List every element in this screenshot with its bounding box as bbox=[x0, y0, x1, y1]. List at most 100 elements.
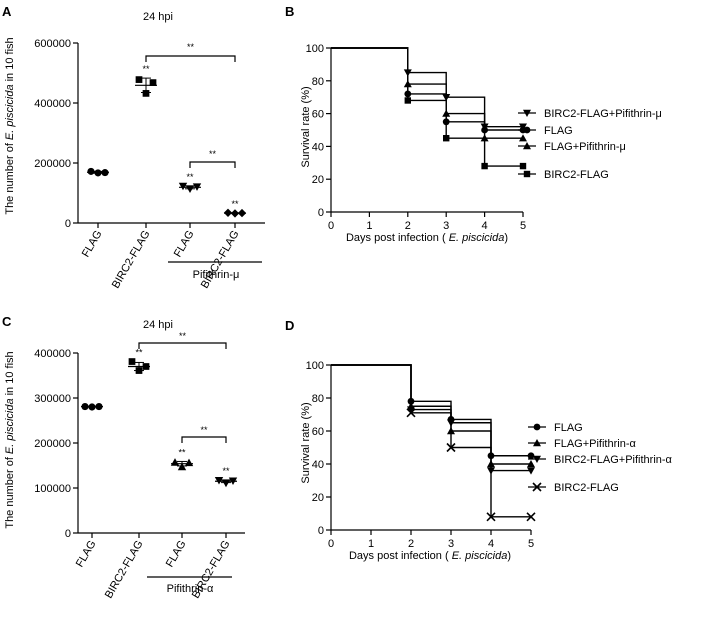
panel-c-sig-label: ** bbox=[178, 447, 186, 457]
panel-b-survival-line bbox=[331, 47, 523, 131]
panel-c-group-label: Pifithrin-α bbox=[167, 583, 214, 595]
panel-d-data-point bbox=[406, 408, 416, 418]
panel-a-ytick-label: 400000 bbox=[34, 98, 71, 110]
panel-c-ytick-label: 100000 bbox=[34, 483, 71, 495]
panel-c-data-point bbox=[177, 462, 187, 471]
panel-c-comparison-bracket bbox=[138, 342, 227, 349]
panel-a-ytick-label: 0 bbox=[65, 218, 71, 230]
panel-a-xtick-label: BIRC2-FLAG bbox=[199, 229, 242, 291]
panel-d-ytick-label: 80 bbox=[312, 393, 324, 405]
panel-d-xlabel: Days post infection ( E. piscicida) bbox=[349, 550, 511, 562]
panel-c-sig-label: ** bbox=[135, 348, 143, 358]
panel-c-xtick-label: BIRC2-FLAG bbox=[103, 539, 146, 601]
panel-c-data-point bbox=[184, 458, 194, 467]
panel-d-data-point bbox=[446, 442, 456, 453]
panel-b-ytick-label: 20 bbox=[312, 174, 324, 186]
panel-d-data-point bbox=[486, 512, 496, 522]
panel-d-legend-label: FLAG+Pifithrin-α bbox=[554, 438, 636, 450]
panel-c-data-point bbox=[214, 476, 224, 485]
panel-a-sig-label: ** bbox=[186, 172, 194, 182]
panel-d-ytick-label: 20 bbox=[312, 492, 324, 504]
panel-c-xtick-label: FLAG bbox=[164, 539, 189, 570]
panel-c-title: 24 hpi bbox=[143, 319, 173, 331]
panel-b-survival-line bbox=[331, 47, 523, 167]
panel-b-data-point bbox=[443, 135, 450, 142]
panel-d-survival-line bbox=[331, 364, 531, 518]
panel-a-data-point bbox=[87, 167, 95, 175]
panel-b-ylabel: Survival rate (%) bbox=[300, 86, 312, 167]
panel-a-data-point bbox=[142, 90, 150, 97]
panel-b-data-point bbox=[519, 134, 527, 142]
panel-b-legend-marker bbox=[523, 126, 531, 134]
panel-c-letter: C bbox=[2, 314, 12, 329]
panel-a-group-label: Pifithrin-μ bbox=[193, 269, 240, 281]
panel-d-xtick-label: 2 bbox=[408, 538, 414, 550]
panel-a-comparison-bracket bbox=[189, 161, 236, 168]
panel-a-ylabel: The number of E. piscicida in 10 fish bbox=[4, 37, 16, 214]
panel-d-data-point bbox=[527, 452, 535, 460]
panel-c-ytick-label: 400000 bbox=[34, 348, 71, 360]
panel-d-data-point bbox=[527, 460, 535, 468]
panel-b-legend-marker bbox=[523, 142, 531, 150]
panel-a-data-point bbox=[230, 209, 240, 218]
panel-d-survival-line bbox=[331, 364, 531, 465]
panel-a-data-point bbox=[135, 76, 143, 83]
panel-b-data-point bbox=[481, 162, 488, 170]
panel-a-data-point bbox=[185, 185, 195, 193]
panel-c-data-point bbox=[135, 367, 143, 374]
panel-a-data-point bbox=[101, 169, 109, 177]
panel-c-data-point bbox=[128, 358, 136, 365]
panel-a-data-point bbox=[149, 79, 157, 86]
panel-b-ytick-label: 80 bbox=[312, 76, 324, 88]
panel-a-ytick-label: 600000 bbox=[34, 38, 71, 50]
panel-d-legend-label: FLAG bbox=[554, 422, 583, 434]
panel-d-ytick-label: 60 bbox=[312, 426, 324, 438]
panel-a-data-point bbox=[178, 182, 188, 191]
panel-a-comparison-label: ** bbox=[209, 149, 217, 159]
panel-b-ytick-label: 0 bbox=[318, 207, 324, 219]
panel-b-xtick-label: 3 bbox=[443, 220, 449, 232]
panel-d-data-point bbox=[527, 467, 535, 475]
panel-b-xtick-label: 5 bbox=[520, 220, 526, 232]
panel-c-comparison-label: ** bbox=[179, 331, 187, 341]
panel-b-xtick-label: 0 bbox=[328, 220, 334, 232]
panel-a-data-point bbox=[192, 183, 202, 191]
panel-a-data-point bbox=[237, 208, 247, 218]
panel-d-ytick-label: 40 bbox=[312, 459, 324, 471]
panel-d-ytick-label: 0 bbox=[318, 525, 324, 537]
panel-a-sig-label: ** bbox=[142, 64, 150, 74]
panel-c-data-point bbox=[221, 479, 231, 488]
panel-d-legend-marker bbox=[533, 439, 541, 447]
panel-c-data-point bbox=[95, 402, 103, 411]
panel-a-xtick-label: FLAG bbox=[172, 229, 197, 260]
panel-b-survival-line bbox=[331, 47, 523, 139]
panel-a-ytick-label: 200000 bbox=[34, 158, 71, 170]
panel-a-comparison-bracket bbox=[145, 55, 236, 62]
panel-b-survival-line bbox=[331, 47, 523, 128]
panel-a-comparison-label: ** bbox=[187, 42, 195, 52]
panel-c-ylabel: The number of E. piscicida in 10 fish bbox=[4, 351, 16, 528]
panel-b-letter: B bbox=[285, 4, 294, 19]
panel-b-legend-marker bbox=[523, 109, 531, 117]
panel-d-legend-marker bbox=[533, 455, 541, 463]
panel-a-sig-label: ** bbox=[231, 199, 239, 209]
panel-b-legend-label: BIRC2-FLAG+Pifithrin-μ bbox=[544, 108, 662, 120]
panel-a-xtick-label: BIRC2-FLAG bbox=[110, 229, 153, 291]
panel-b-legend-label: FLAG+Pifithrin-μ bbox=[544, 141, 626, 153]
panel-c-data-point bbox=[170, 458, 180, 466]
panel-b-data-point bbox=[404, 97, 411, 104]
panel-d-ylabel: Survival rate (%) bbox=[300, 402, 312, 483]
panel-c-data-point bbox=[88, 403, 96, 411]
panel-c-data-point bbox=[81, 402, 89, 411]
panel-c-data-point bbox=[228, 477, 238, 485]
panel-b-legend-label: FLAG bbox=[544, 125, 573, 137]
panel-b-legend-label: BIRC2-FLAG bbox=[544, 169, 609, 181]
panel-b-ytick-label: 60 bbox=[312, 109, 324, 121]
panel-c-xtick-label: FLAG bbox=[74, 539, 99, 570]
panel-d-survival-line bbox=[331, 364, 531, 472]
panel-b-ytick-label: 40 bbox=[312, 141, 324, 153]
panel-d-legend-marker bbox=[533, 423, 541, 431]
panel-a-data-point bbox=[94, 169, 102, 177]
panel-b-xtick-label: 2 bbox=[405, 220, 411, 232]
